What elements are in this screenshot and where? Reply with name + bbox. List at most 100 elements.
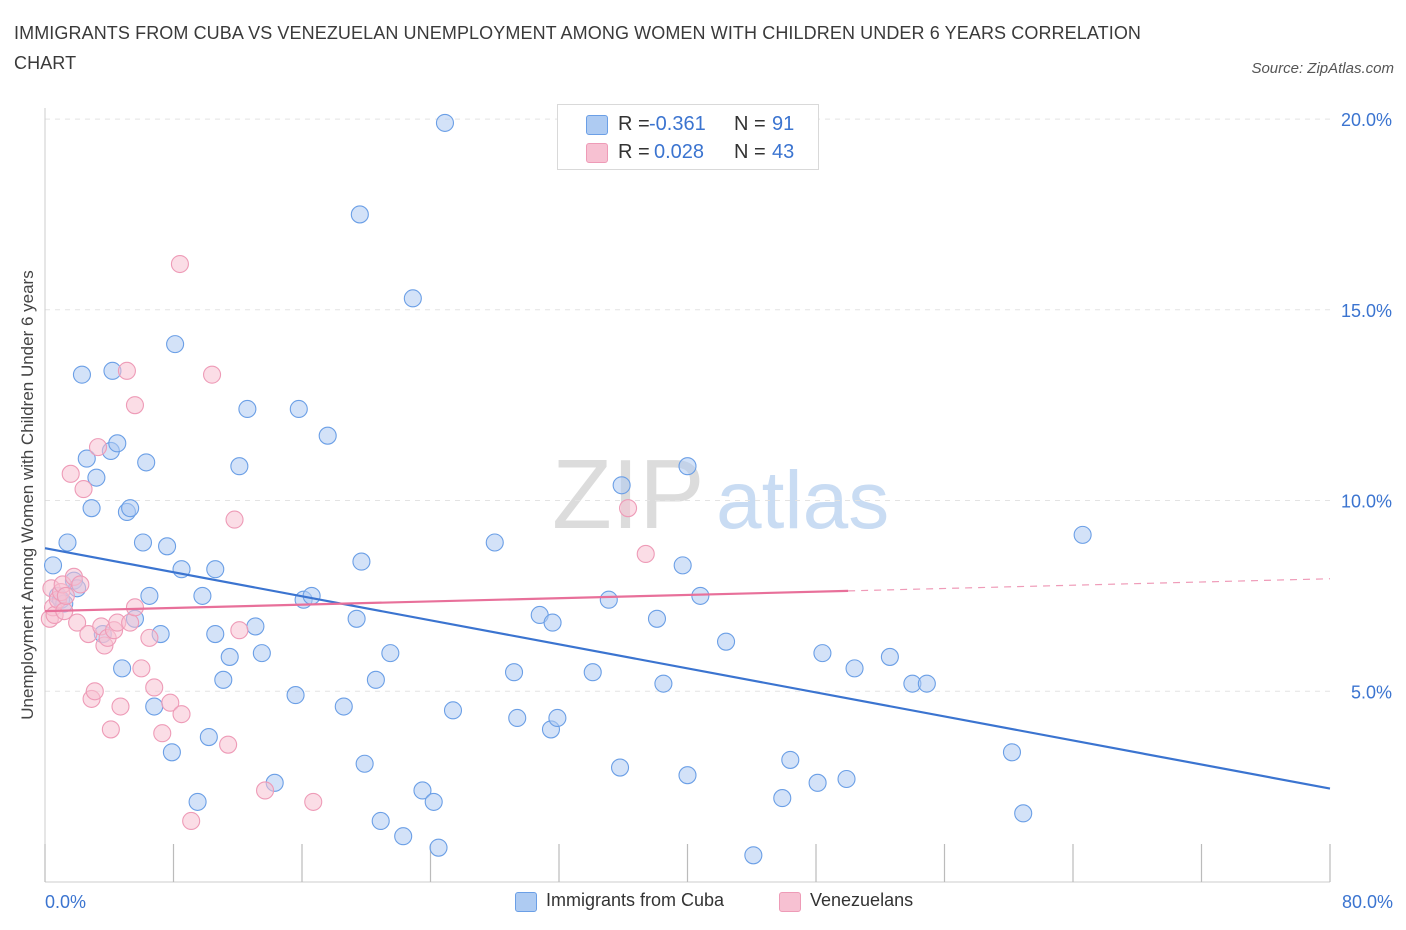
cuba-point — [813, 644, 832, 663]
cuba-point — [716, 632, 736, 651]
cuba-point — [485, 533, 504, 552]
cuba-point — [744, 846, 763, 865]
legend-swatch-venezuelans — [586, 143, 608, 163]
cuba-point — [508, 708, 527, 728]
venezuelans-point — [145, 678, 164, 697]
cuba-point — [403, 289, 422, 308]
legend-r-label: R = — [618, 141, 650, 163]
cuba-point — [599, 590, 618, 609]
x-tick-label: 0.0% — [45, 892, 86, 912]
cuba-point — [188, 792, 207, 811]
y-tick-label: 10.0% — [1341, 492, 1392, 512]
cuba-point — [113, 659, 132, 678]
cuba-point — [193, 586, 212, 605]
cuba-point — [334, 697, 353, 716]
cuba-point — [583, 663, 602, 682]
axes — [44, 108, 1331, 883]
cuba-point — [371, 811, 390, 831]
cuba-point — [214, 670, 233, 689]
cuba-point — [612, 476, 631, 495]
cuba-point — [1073, 525, 1092, 544]
cuba-point — [82, 499, 101, 518]
cuba-point — [199, 727, 218, 747]
cuba-point — [206, 560, 225, 579]
cuba-point — [845, 659, 864, 678]
cuba-point — [230, 457, 249, 476]
x-tick-label: 80.0% — [1342, 892, 1393, 912]
venezuelans-point — [125, 396, 144, 415]
venezuelans-point — [74, 480, 93, 499]
watermark-atlas: atlas — [716, 455, 889, 546]
cuba-point — [87, 468, 106, 487]
cuba-trend-line — [44, 547, 1331, 790]
cuba-point — [1002, 743, 1022, 762]
venezuelans-point — [125, 598, 144, 617]
venezuelans-point — [203, 365, 222, 384]
cuba-point — [140, 586, 159, 605]
tick-labels: 5.0% 10.0% 15.0% 20.0% 0.0% 80.0% — [45, 110, 1393, 912]
bottom-legend-label-cuba: Immigrants from Cuba — [546, 890, 725, 910]
cuba-point — [108, 434, 127, 453]
cuba-point — [429, 838, 448, 857]
cuba-point — [158, 537, 177, 556]
source-label: Source: ZipAtlas.com — [1251, 60, 1394, 77]
cuba-point — [504, 663, 524, 682]
cuba-point — [647, 609, 667, 628]
bottom-legend-swatch-venezuelans — [779, 892, 801, 912]
cuba-point — [352, 552, 371, 571]
cuba-point — [72, 365, 91, 384]
cuba-point — [58, 533, 77, 552]
venezuelans-point — [61, 464, 80, 483]
cuba-point — [808, 773, 827, 792]
venezuelans-trend-line-extension — [848, 578, 1331, 592]
venezuelans-point — [68, 613, 87, 632]
legend-n-value: 43 — [772, 141, 795, 163]
venezuelans-point — [140, 628, 159, 647]
venezuelans-trend-line — [44, 589, 849, 613]
watermark: ZIP atlas — [552, 439, 889, 549]
venezuelans-point — [85, 682, 104, 701]
venezuelans-point — [304, 792, 323, 811]
chart-title: IMMIGRANTS FROM CUBA VS VENEZUELAN UNEMP… — [14, 23, 1142, 73]
cuba-point — [435, 113, 455, 132]
cuba-point — [443, 701, 463, 720]
venezuelans-point — [117, 361, 136, 380]
cuba-point — [654, 674, 673, 693]
venezuelans-point — [161, 693, 180, 712]
cuba-point — [610, 758, 630, 777]
venezuelans-point — [230, 621, 249, 640]
venezuelans-point — [71, 575, 90, 594]
cuba-point — [77, 449, 96, 468]
cuba-point — [162, 743, 181, 762]
legend-r-value: -0.361 — [649, 113, 706, 135]
cuba-point — [246, 617, 265, 636]
venezuelans-point — [101, 720, 120, 739]
cuba-point — [691, 586, 710, 605]
cuba-point — [318, 426, 337, 445]
cuba-point — [880, 647, 899, 666]
venezuelans-point — [256, 781, 275, 800]
cuba-point — [252, 644, 271, 663]
venezuelans-point — [153, 724, 172, 743]
cuba-point — [781, 750, 800, 769]
venezuelans-point — [56, 586, 75, 605]
cuba-point — [394, 827, 413, 846]
cuba-point — [137, 453, 156, 472]
legend-swatch-cuba — [586, 115, 608, 135]
cuba-point — [1014, 804, 1033, 823]
cuba-point — [206, 624, 225, 644]
venezuelans-point — [225, 510, 244, 529]
venezuelans-point — [170, 254, 189, 274]
cuba-point — [238, 399, 257, 419]
watermark-zip: ZIP — [552, 439, 704, 549]
cuba-point — [121, 499, 140, 518]
cuba-point — [366, 670, 385, 689]
cuba-point — [355, 754, 374, 773]
cuba-point — [678, 457, 697, 476]
cuba-point — [43, 556, 63, 575]
y-tick-label: 15.0% — [1341, 301, 1392, 321]
cuba-point — [289, 399, 308, 419]
venezuelans-point — [219, 735, 238, 754]
series-cuba-points — [43, 113, 1092, 865]
